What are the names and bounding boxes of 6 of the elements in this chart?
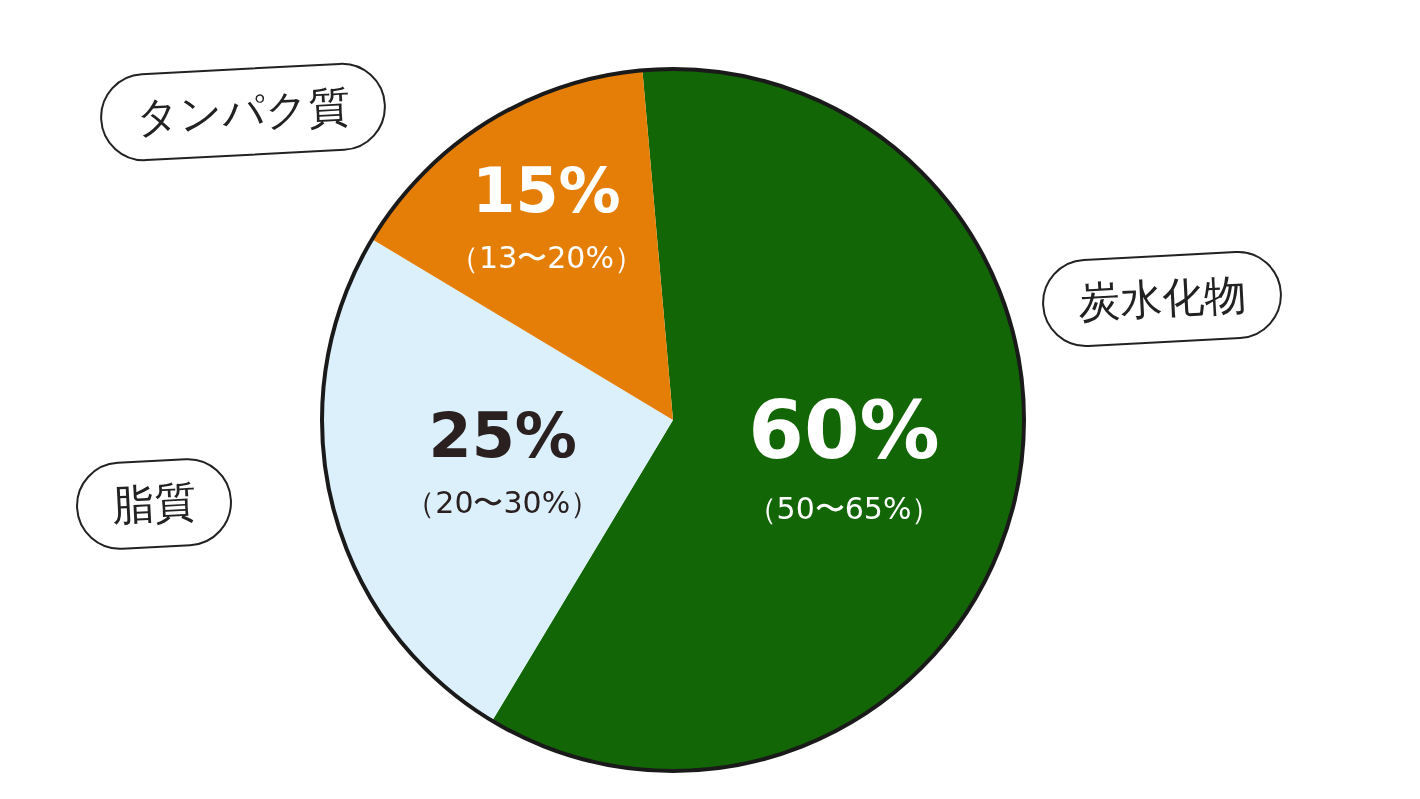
- data-label: 15% （13〜20%）: [449, 153, 644, 276]
- slice-label: 脂質: [73, 455, 235, 553]
- slice-label: タンパク質: [97, 60, 389, 164]
- slice-label: 炭水化物: [1039, 248, 1285, 350]
- data-label: 60% （50〜65%）: [746, 384, 942, 527]
- data-label: 25% （20〜30%）: [405, 398, 601, 521]
